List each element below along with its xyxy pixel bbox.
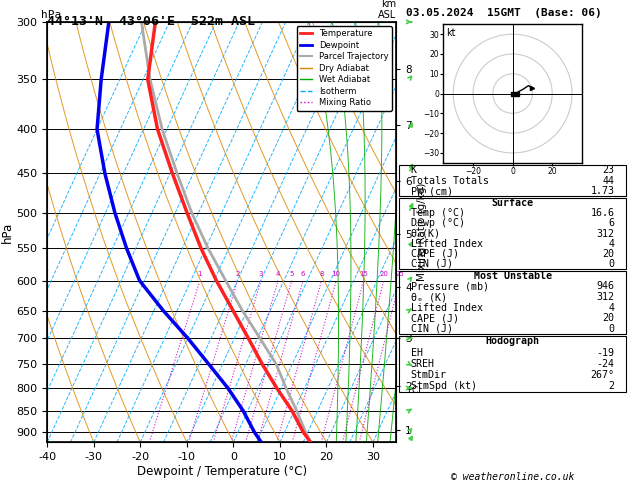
Text: 3: 3 [259, 271, 263, 278]
Text: EH: EH [411, 347, 423, 358]
Text: Most Unstable: Most Unstable [474, 271, 552, 281]
Text: 0: 0 [608, 324, 615, 333]
Text: Lifted Index: Lifted Index [411, 239, 482, 249]
Text: km
ASL: km ASL [378, 0, 396, 20]
Text: 44°13'N  43°06'E  522m ASL: 44°13'N 43°06'E 522m ASL [47, 15, 255, 28]
Text: 03.05.2024  15GMT  (Base: 06): 03.05.2024 15GMT (Base: 06) [406, 8, 602, 17]
Text: Surface: Surface [492, 198, 533, 208]
Text: Dewp (°C): Dewp (°C) [411, 218, 465, 228]
Text: LCL: LCL [407, 386, 423, 395]
Text: CAPE (J): CAPE (J) [411, 249, 459, 259]
Text: θₑ(K): θₑ(K) [411, 228, 441, 239]
Text: θₑ (K): θₑ (K) [411, 292, 447, 302]
Text: © weatheronline.co.uk: © weatheronline.co.uk [451, 472, 574, 482]
Text: 10: 10 [331, 271, 341, 278]
Text: 20: 20 [603, 249, 615, 259]
Y-axis label: hPa: hPa [1, 222, 14, 243]
Text: 2: 2 [235, 271, 240, 278]
Text: 15: 15 [359, 271, 368, 278]
Text: CIN (J): CIN (J) [411, 259, 453, 269]
Text: 4: 4 [276, 271, 280, 278]
Text: PW (cm): PW (cm) [411, 186, 453, 196]
Text: kt: kt [446, 29, 455, 38]
Text: CIN (J): CIN (J) [411, 324, 453, 333]
Text: -24: -24 [596, 359, 615, 369]
Text: -19: -19 [596, 347, 615, 358]
Text: 6: 6 [301, 271, 305, 278]
Legend: Temperature, Dewpoint, Parcel Trajectory, Dry Adiabat, Wet Adiabat, Isotherm, Mi: Temperature, Dewpoint, Parcel Trajectory… [297, 26, 392, 111]
Text: 20: 20 [603, 313, 615, 323]
Text: 16.6: 16.6 [591, 208, 615, 218]
Text: SREH: SREH [411, 359, 435, 369]
Text: 2: 2 [608, 381, 615, 391]
Text: 25: 25 [395, 271, 404, 278]
Text: 1: 1 [198, 271, 202, 278]
X-axis label: Dewpoint / Temperature (°C): Dewpoint / Temperature (°C) [136, 465, 307, 478]
Text: 267°: 267° [591, 370, 615, 380]
Text: 8: 8 [320, 271, 324, 278]
Text: 44: 44 [603, 175, 615, 186]
Text: 5: 5 [289, 271, 294, 278]
Text: K: K [411, 165, 417, 175]
Text: Lifted Index: Lifted Index [411, 303, 482, 312]
Text: 4: 4 [608, 303, 615, 312]
Text: StmDir: StmDir [411, 370, 447, 380]
Text: 6: 6 [608, 218, 615, 228]
Text: 946: 946 [596, 281, 615, 292]
Text: StmSpd (kt): StmSpd (kt) [411, 381, 477, 391]
Text: 4: 4 [608, 239, 615, 249]
Text: hPa: hPa [41, 10, 61, 20]
Text: CAPE (J): CAPE (J) [411, 313, 459, 323]
Text: 312: 312 [596, 292, 615, 302]
Text: 1.73: 1.73 [591, 186, 615, 196]
Text: 23: 23 [603, 165, 615, 175]
Text: 312: 312 [596, 228, 615, 239]
Y-axis label: Mixing Ratio (g/kg): Mixing Ratio (g/kg) [418, 183, 428, 281]
Text: 0: 0 [608, 259, 615, 269]
Text: Temp (°C): Temp (°C) [411, 208, 465, 218]
Text: Totals Totals: Totals Totals [411, 175, 489, 186]
Text: 20: 20 [379, 271, 388, 278]
Text: Hodograph: Hodograph [486, 336, 540, 347]
Text: Pressure (mb): Pressure (mb) [411, 281, 489, 292]
